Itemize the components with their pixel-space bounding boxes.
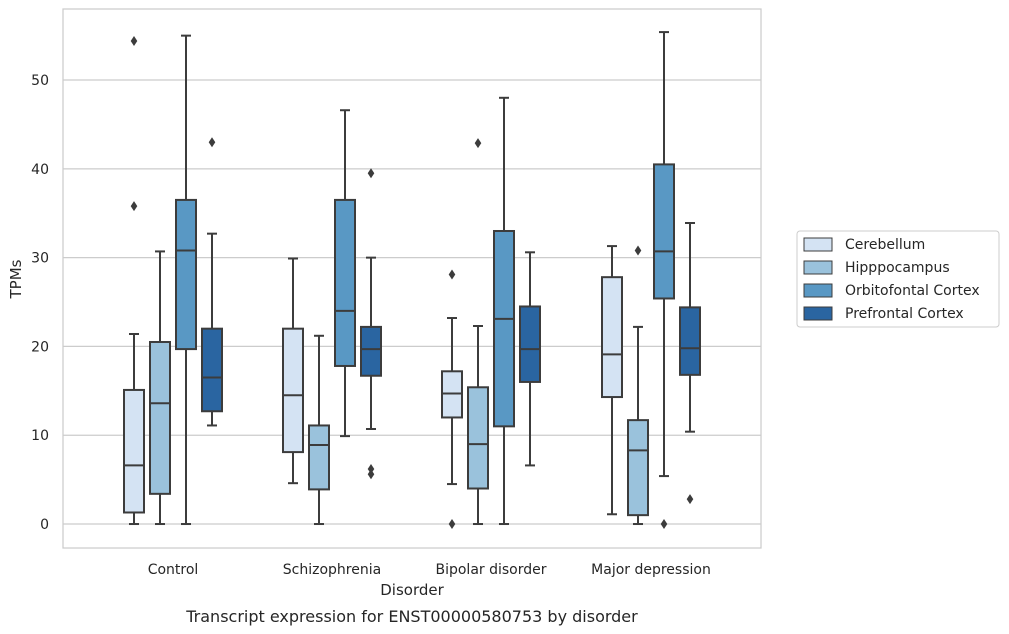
outlier-point — [660, 519, 668, 530]
box-iqr — [360, 325, 382, 377]
box-orbitofontal-cortex — [175, 34, 197, 526]
box-hipppocampus — [627, 245, 649, 526]
box-iqr — [519, 305, 541, 383]
boxes — [123, 31, 701, 530]
box-orbitofontal-cortex — [493, 96, 515, 526]
y-tick-label: 10 — [31, 428, 49, 444]
legend-swatch — [803, 283, 833, 298]
box-cerebellum — [123, 35, 145, 526]
outlier-point — [367, 463, 375, 474]
box-iqr — [627, 419, 649, 517]
outlier-point — [367, 168, 375, 179]
legend-label: Cerebellum — [845, 237, 925, 253]
outlier-point — [634, 245, 642, 256]
legend-label: Orbitofontal Cortex — [845, 283, 980, 299]
y-tick-label: 20 — [31, 339, 49, 355]
box-cerebellum — [601, 245, 623, 516]
legend-label: Prefrontal Cortex — [845, 306, 964, 322]
box-cerebellum — [441, 269, 463, 530]
x-tick-label: Major depression — [591, 562, 711, 578]
box-hipppocampus — [149, 250, 171, 526]
box-iqr — [308, 424, 330, 491]
y-tick-label: 40 — [31, 162, 49, 178]
box-orbitofontal-cortex — [653, 31, 675, 530]
outlier-point — [474, 138, 482, 149]
legend-swatch — [803, 260, 833, 275]
box-iqr — [467, 386, 489, 490]
box-prefrontal-cortex — [679, 222, 701, 505]
x-axis-ticks: Control Schizophrenia Bipolar disorder Majo… — [148, 562, 711, 578]
box-hipppocampus — [308, 334, 330, 526]
box-iqr — [679, 306, 701, 376]
outlier-point — [130, 201, 138, 212]
y-axis-ticks: 0 10 20 30 40 50 — [31, 73, 49, 533]
x-tick-label: Schizophrenia — [283, 562, 381, 578]
box-iqr — [334, 198, 356, 367]
box-prefrontal-cortex — [201, 137, 223, 427]
box-iqr — [493, 229, 515, 428]
outlier-point — [448, 269, 456, 280]
plot-area-frame — [62, 8, 762, 549]
outlier-point — [367, 469, 375, 480]
outlier-point — [208, 137, 216, 148]
box-prefrontal-cortex — [360, 168, 382, 480]
box-iqr — [175, 198, 197, 351]
x-tick-label: Control — [148, 562, 199, 578]
legend-frame — [796, 230, 1000, 328]
outlier-point — [686, 494, 694, 505]
outlier-point — [448, 519, 456, 530]
box-iqr — [123, 388, 145, 514]
box-iqr — [201, 327, 223, 413]
x-axis-label: Disorder — [380, 581, 444, 599]
y-tick-label: 50 — [31, 73, 49, 89]
y-tick-label: 0 — [40, 517, 49, 533]
box-iqr — [601, 276, 623, 399]
y-axis-label: TPMs — [7, 259, 25, 299]
legend-swatch — [803, 237, 833, 252]
outlier-point — [130, 35, 138, 46]
box-cerebellum — [282, 257, 304, 485]
box-prefrontal-cortex — [519, 251, 541, 467]
box-iqr — [653, 163, 675, 300]
box-orbitofontal-cortex — [334, 109, 356, 438]
box-iqr — [149, 340, 171, 495]
y-tick-label: 30 — [31, 251, 49, 267]
chart-caption: Transcript expression for ENST0000058075… — [185, 607, 638, 626]
legend-swatch — [803, 306, 833, 321]
box-hipppocampus — [467, 138, 489, 526]
x-tick-label: Bipolar disorder — [435, 562, 546, 578]
box-iqr — [282, 327, 304, 454]
legend-label: Hipppocampus — [845, 260, 950, 276]
legend: Cerebellum Hipppocampus Orbitofontal Corte… — [796, 230, 1000, 328]
